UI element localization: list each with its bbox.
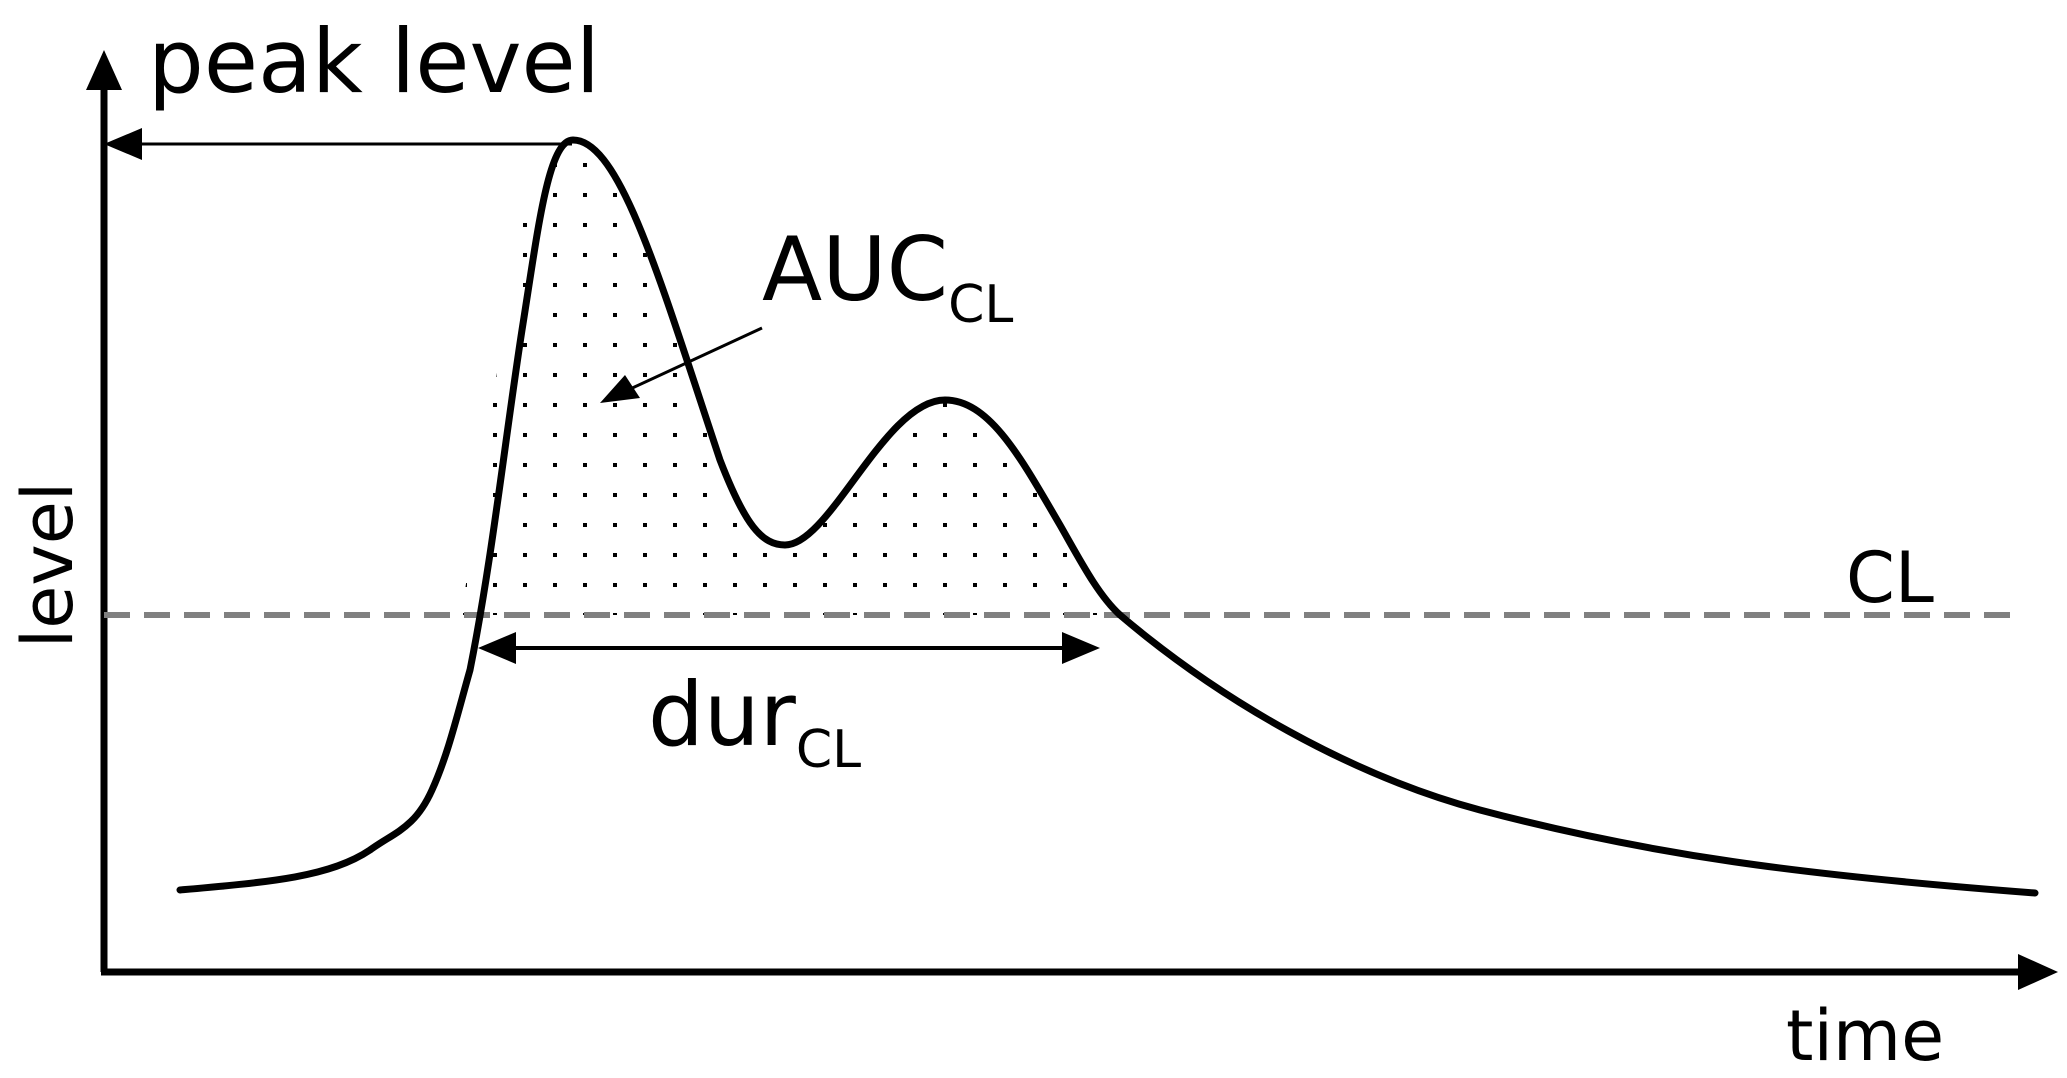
- peak-level-arrowhead: [104, 128, 142, 160]
- peak-level-label: peak level: [148, 10, 600, 113]
- y-axis-label: level: [7, 482, 89, 648]
- duration-arrowhead-right: [1062, 632, 1100, 664]
- auc-pointer-arrowhead: [600, 375, 640, 403]
- x-axis-label: time: [1786, 995, 1944, 1077]
- cl-label: CL: [1846, 537, 1934, 619]
- x-axis-arrowhead: [2018, 954, 2058, 990]
- y-axis-arrowhead: [86, 50, 122, 90]
- duration-label: durCL: [648, 663, 861, 780]
- auc-label: AUCCL: [762, 218, 1013, 335]
- duration-label-subscript: CL: [796, 720, 861, 780]
- duration-arrowhead-left: [478, 632, 516, 664]
- auc-pointer-line: [627, 326, 763, 392]
- level-curve: [176, 136, 2039, 897]
- duration-label-main: dur: [648, 663, 797, 766]
- auc-label-subscript: CL: [948, 275, 1013, 335]
- auc-label-main: AUC: [762, 218, 948, 321]
